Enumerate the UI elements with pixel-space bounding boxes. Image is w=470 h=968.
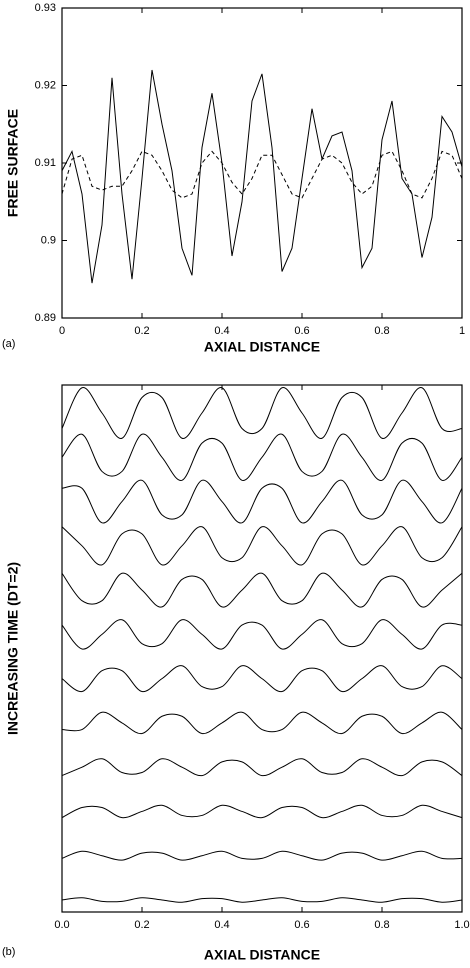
trace-line	[61, 758, 463, 777]
x-tick-label: 0.0	[54, 919, 69, 931]
x-tick-label: 0.4	[214, 919, 229, 931]
trace-line	[61, 572, 463, 608]
y-axis-label: FREE SURFACE	[5, 109, 21, 217]
trace-line	[61, 804, 463, 819]
data-line	[61, 69, 463, 284]
x-tick-label: 0.2	[134, 325, 149, 337]
x-axis-label: AXIAL DISTANCE	[204, 947, 320, 963]
y-tick-label: 0.9	[41, 234, 56, 246]
panel-label: (b)	[2, 946, 15, 958]
x-tick-label: 0.6	[294, 919, 309, 931]
y-tick-label: 0.89	[35, 312, 56, 324]
x-axis-label: AXIAL DISTANCE	[204, 339, 320, 355]
x-tick-label: 0.6	[294, 325, 309, 337]
trace-line	[61, 433, 463, 481]
trace-line	[61, 387, 463, 439]
trace-line	[61, 619, 463, 650]
x-tick-label: 1.0	[454, 919, 469, 931]
trace-line	[61, 526, 463, 566]
y-axis-label: INCREASING TIME (DT=2)	[5, 562, 21, 735]
trace-line	[61, 479, 463, 524]
x-tick-label: 1	[459, 325, 465, 337]
trace-line	[61, 850, 463, 861]
x-tick-label: 0.2	[134, 919, 149, 931]
panel-label: (a)	[2, 338, 15, 350]
y-tick-label: 0.91	[35, 157, 56, 169]
plot-frame	[61, 7, 463, 319]
x-tick-label: 0.8	[374, 325, 389, 337]
trace-line	[61, 711, 463, 735]
trace-line	[61, 897, 463, 903]
x-tick-label: 0.4	[214, 325, 229, 337]
x-tick-label: 0.8	[374, 919, 389, 931]
x-tick-label: 0	[59, 325, 65, 337]
y-tick-label: 0.92	[35, 79, 56, 91]
plot-frame	[61, 384, 463, 913]
trace-line	[61, 665, 463, 692]
y-tick-label: 0.93	[35, 2, 56, 14]
